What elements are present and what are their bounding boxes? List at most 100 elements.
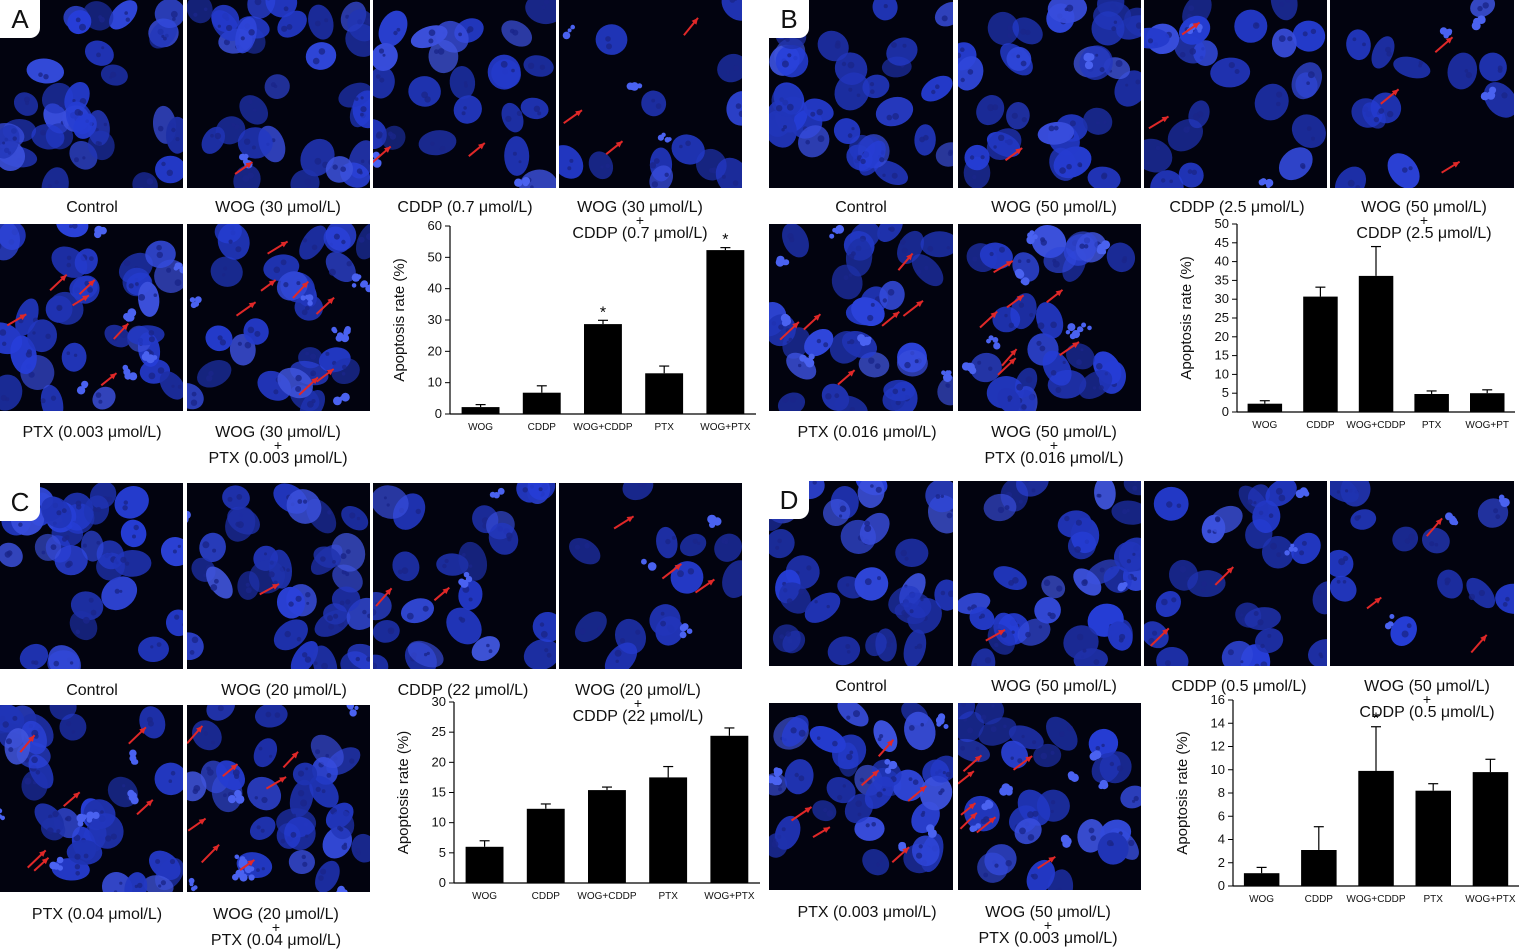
y-tick-label: 0	[435, 406, 442, 421]
caption-wog-ptx-plus: +	[186, 924, 366, 931]
caption-control: Control	[2, 681, 182, 700]
x-tick-label: CDDP	[528, 422, 557, 433]
y-tick-label: 6	[1218, 808, 1225, 823]
micrograph-cddp-image	[1144, 0, 1327, 188]
bar	[706, 250, 744, 414]
micrograph-wog	[187, 0, 370, 188]
error-bar	[663, 767, 673, 778]
x-tick-label: PTX	[1423, 894, 1443, 905]
caption-cddp: CDDP (0.7 μmol/L)	[375, 198, 555, 217]
micrograph-cddp	[373, 483, 556, 669]
y-tick-label: 14	[1211, 715, 1225, 730]
error-bar	[602, 787, 612, 790]
y-tick-label: 20	[428, 343, 442, 358]
caption-control-line: Control	[66, 682, 118, 699]
caption-wog-ptx-plus: +	[188, 442, 368, 449]
x-tick-label: WOG	[1249, 894, 1274, 905]
y-tick-label: 10	[428, 375, 442, 390]
y-tick-label: 10	[432, 815, 446, 830]
caption-wog-ptx-line: PTX (0.016 μmol/L)	[964, 449, 1144, 468]
micrograph-cddp-image	[373, 483, 556, 669]
micrograph-combo-ptx	[958, 703, 1141, 890]
significance-marker: *	[1373, 711, 1379, 728]
micrograph-combo-ptx-image	[187, 705, 370, 892]
x-tick-label: PTX	[1422, 420, 1442, 431]
micrograph-wog-image	[187, 0, 370, 188]
y-tick-label: 35	[1215, 272, 1229, 287]
micrograph-wog	[958, 481, 1141, 666]
x-tick-label: WOG+CDDP	[1346, 894, 1406, 905]
x-tick-label: WOG	[472, 891, 497, 902]
y-tick-label: 30	[432, 694, 446, 709]
x-tick-label: CDDP	[1306, 420, 1335, 431]
caption-wog-ptx: WOG (30 μmol/L)+PTX (0.003 μmol/L)	[188, 423, 368, 468]
x-tick-label: WOG+CDDP	[1346, 420, 1406, 431]
micrograph-combo-cddp-image	[1330, 0, 1514, 188]
micrograph-ptx-image	[769, 224, 953, 411]
micrograph-combo-ptx	[958, 224, 1141, 411]
significance-marker: *	[600, 304, 606, 321]
bar	[523, 393, 561, 414]
error-bar	[1260, 401, 1270, 404]
x-tick-label: PTX	[658, 891, 678, 902]
caption-ptx-line: PTX (0.016 μmol/L)	[797, 424, 936, 441]
bar	[649, 777, 687, 883]
y-tick-label: 40	[1215, 254, 1229, 269]
micrograph-wog-image	[187, 483, 370, 669]
error-bar	[1485, 759, 1495, 772]
y-tick-label: 15	[1215, 348, 1229, 363]
caption-wog-ptx-line: PTX (0.003 μmol/L)	[188, 449, 368, 468]
x-tick-label: WOG+PTX	[1465, 894, 1516, 905]
caption-cddp-line: CDDP (2.5 μmol/L)	[1169, 199, 1304, 216]
caption-wog-line: WOG (30 μmol/L)	[215, 199, 341, 216]
micrograph-combo-cddp	[1330, 481, 1514, 666]
caption-ptx: PTX (0.04 μmol/L)	[7, 905, 187, 924]
error-bar	[659, 366, 669, 373]
caption-wog-ptx: WOG (20 μmol/L)+PTX (0.04 μmol/L)	[186, 905, 366, 950]
caption-cddp: CDDP (2.5 μmol/L)	[1147, 198, 1327, 217]
y-tick-label: 15	[432, 785, 446, 800]
x-tick-label: CDDP	[1305, 894, 1334, 905]
y-tick-label: 60	[428, 218, 442, 233]
micrograph-cddp	[1144, 481, 1327, 666]
y-tick-label: 0	[1218, 878, 1225, 893]
panel-letter: D	[769, 481, 809, 519]
x-tick-label: WOG	[468, 422, 493, 433]
bar	[1303, 297, 1338, 412]
y-tick-label: 5	[439, 845, 446, 860]
y-tick-label: 0	[439, 875, 446, 890]
caption-ptx: PTX (0.003 μmol/L)	[777, 903, 957, 922]
micrograph-ptx-image	[0, 705, 183, 892]
micrograph-combo-ptx-image	[187, 224, 370, 411]
error-bar	[541, 804, 551, 809]
micrograph-ptx-image	[0, 224, 183, 411]
micrograph-combo-ptx-image	[958, 703, 1141, 890]
panel-letter: A	[0, 0, 40, 38]
bar	[1473, 772, 1509, 886]
significance-marker: *	[722, 232, 728, 249]
caption-wog-ptx-line: PTX (0.003 μmol/L)	[958, 929, 1138, 948]
bar	[1470, 393, 1505, 412]
micrograph-combo-cddp-image	[559, 483, 742, 669]
y-tick-label: 2	[1218, 855, 1225, 870]
y-tick-label: 50	[428, 249, 442, 264]
micrograph-wog	[187, 483, 370, 669]
error-bar	[1427, 391, 1437, 394]
x-tick-label: WOG+CDDP	[573, 422, 633, 433]
x-tick-label: WOG+PT	[1465, 420, 1509, 431]
caption-control-line: Control	[66, 199, 118, 216]
y-tick-label: 12	[1211, 739, 1225, 754]
y-tick-label: 20	[1215, 329, 1229, 344]
caption-ptx: PTX (0.016 μmol/L)	[777, 423, 957, 442]
bar	[1244, 873, 1280, 886]
caption-control: Control	[771, 198, 951, 217]
bar	[527, 809, 565, 883]
y-axis-label: Apoptosis rate (%)	[1174, 731, 1191, 854]
bar	[1414, 394, 1449, 412]
micrograph-ptx	[769, 224, 953, 411]
micrograph-wog-image	[958, 481, 1141, 666]
